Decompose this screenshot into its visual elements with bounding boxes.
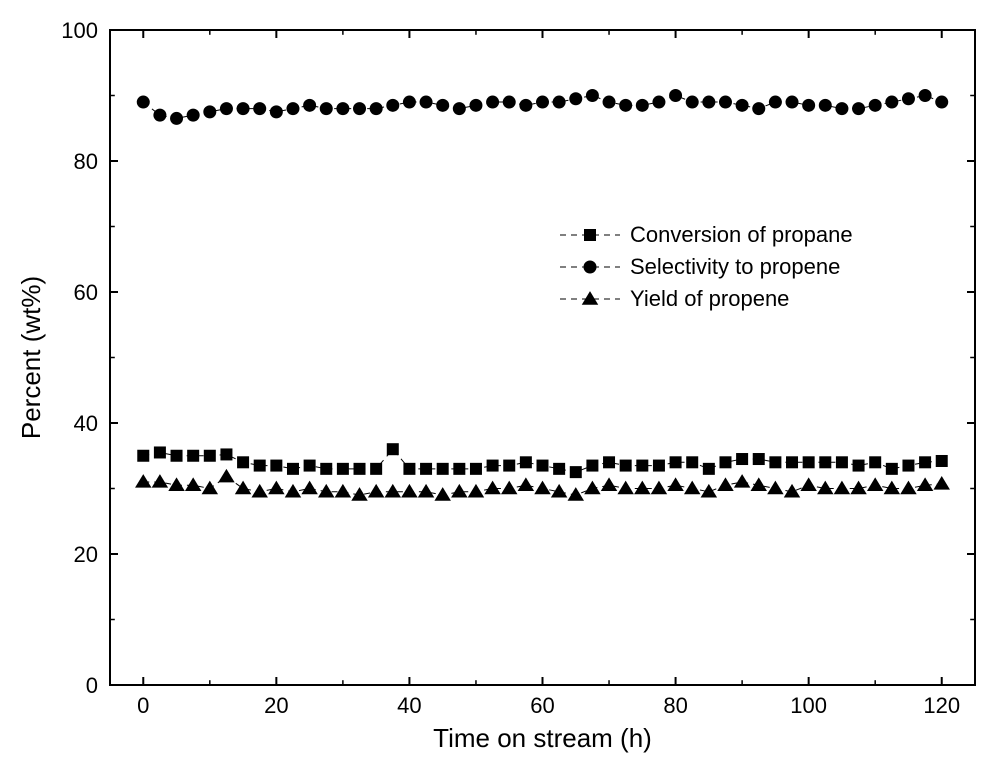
legend-label: Conversion of propane — [630, 222, 853, 247]
x-tick-label: 0 — [137, 693, 149, 718]
y-tick-label: 0 — [86, 673, 98, 698]
legend-label: Selectivity to propene — [630, 254, 840, 279]
x-tick-label: 80 — [663, 693, 687, 718]
y-tick-label: 40 — [74, 411, 98, 436]
y-tick-label: 60 — [74, 280, 98, 305]
y-tick-label: 100 — [61, 18, 98, 43]
y-tick-label: 80 — [74, 149, 98, 174]
y-tick-label: 20 — [74, 542, 98, 567]
legend-label: Yield of propene — [630, 286, 789, 311]
x-tick-label: 20 — [264, 693, 288, 718]
x-tick-label: 120 — [923, 693, 960, 718]
x-tick-label: 100 — [790, 693, 827, 718]
x-tick-label: 40 — [397, 693, 421, 718]
y-axis-title: Percent (wt%) — [16, 276, 46, 439]
chart-canvas: 0 20 40 60 80 100 120 0 20 40 60 80 100 Time on strea… — [0, 0, 1000, 769]
x-axis-title: Time on stream (h) — [433, 723, 652, 753]
x-tick-label: 60 — [530, 693, 554, 718]
